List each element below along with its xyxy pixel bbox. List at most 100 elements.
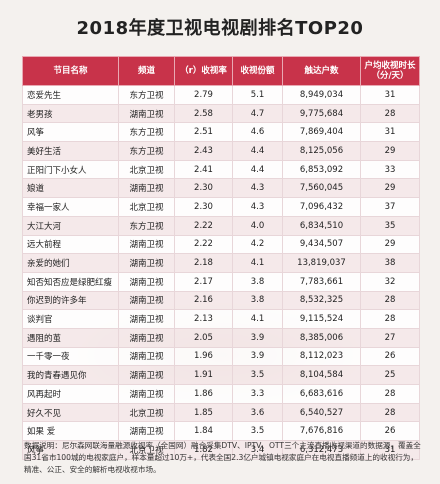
table-cell: 恋爱先生 — [22, 85, 119, 105]
table-cell: 2.58 — [174, 103, 233, 124]
table-cell: 湖南卫视 — [118, 327, 175, 348]
table-cell: 33 — [360, 159, 420, 180]
table-cell: 3.3 — [232, 384, 283, 404]
table-cell: 2.41 — [174, 159, 233, 180]
table-cell: 北京卫视 — [118, 159, 175, 180]
table-cell: 湖南卫视 — [118, 384, 175, 404]
table-cell: 8,385,006 — [282, 327, 361, 348]
header-share: 收视份额 — [232, 56, 283, 86]
table-cell: 5.1 — [232, 85, 283, 105]
table-cell: 6,834,510 — [282, 215, 361, 236]
table-header-row: 节目名称 频道 （r）收视率 收视份额 触达户数 户均收视时长（分/天） — [22, 56, 420, 86]
table-cell: 如果 爱 — [22, 421, 119, 442]
table-cell: 湖南卫视 — [118, 234, 175, 255]
table-cell: 4.1 — [232, 253, 283, 273]
table-cell: 1.96 — [174, 346, 233, 367]
table-cell: 知否知否应是绿肥红瘦 — [22, 271, 119, 292]
table-cell: 4.6 — [232, 122, 283, 143]
table-row: 正阳门下小女人 北京卫视 2.41 4.4 6,853,092 33 — [22, 159, 420, 180]
table-cell: 28 — [360, 309, 420, 329]
table-cell: 9,115,524 — [282, 309, 361, 329]
table-cell: 4.0 — [232, 215, 283, 236]
table-row: 恋爱先生 东方卫视 2.79 5.1 8,949,034 31 — [22, 85, 420, 105]
table-cell: 13,819,037 — [282, 253, 361, 273]
table-cell: 4.4 — [232, 141, 283, 161]
table-cell: 2.30 — [174, 197, 233, 217]
table-cell: 9,775,684 — [282, 103, 361, 124]
table-cell: 正阳门下小女人 — [22, 159, 119, 180]
table-cell: 2.43 — [174, 141, 233, 161]
table-cell: 3.6 — [232, 402, 283, 423]
table-cell: 东方卫视 — [118, 122, 175, 143]
table-row: 如果 爱湖南卫视 1.84 3.5 7,676,816 26 — [22, 421, 420, 442]
table-cell: 北京卫视 — [118, 402, 175, 423]
header-reach: 触达户数 — [282, 56, 361, 86]
table-cell: 大江大河 — [22, 215, 119, 236]
table-cell: 3.8 — [232, 271, 283, 292]
table-cell: 8,949,034 — [282, 85, 361, 105]
header-program-name: 节目名称 — [22, 56, 119, 86]
table-row: 老男孩 湖南卫视 2.58 4.7 9,775,684 28 — [22, 103, 420, 124]
table-row: 娘道 湖南卫视 2.30 4.3 7,560,045 29 — [22, 178, 420, 199]
table-cell: 湖南卫视 — [118, 421, 175, 442]
table-cell: 老男孩 — [22, 103, 119, 124]
table-cell: 4.2 — [232, 234, 283, 255]
table-cell: 31 — [360, 440, 420, 460]
table-cell: 湖南卫视 — [118, 178, 175, 199]
table-cell: 6,540,527 — [282, 402, 361, 423]
table-cell: 2.17 — [174, 271, 233, 292]
table-row: 美好生活 东方卫视 2.43 4.4 8,125,056 29 — [22, 141, 420, 161]
table-cell: 2.13 — [174, 309, 233, 329]
table-cell: 3.9 — [232, 346, 283, 367]
table-cell: 6,312,473 — [282, 440, 361, 460]
table-cell: 3.5 — [232, 365, 283, 385]
header-channel: 频道 — [118, 56, 175, 86]
table-row: 风筝 东方卫视 2.51 4.6 7,869,404 31 — [22, 122, 420, 143]
table-cell: 8,125,056 — [282, 141, 361, 161]
table-cell: 7,869,404 — [282, 122, 361, 143]
table-cell: 4.3 — [232, 178, 283, 199]
table-row: 风再起时 湖南卫视 1.86 3.3 6,683,616 28 — [22, 384, 420, 404]
table-cell: 26 — [360, 346, 420, 367]
table-cell: 你迟到的许多年 — [22, 290, 119, 311]
table-cell: 9,434,507 — [282, 234, 361, 255]
table-row: 好久不见 北京卫视 1.85 3.6 6,540,527 28 — [22, 402, 420, 423]
table-cell: 6,683,616 — [282, 384, 361, 404]
table-cell: 28 — [360, 384, 420, 404]
table-row: 遇阻的茧 湖南卫视 2.05 3.9 8,385,006 27 — [22, 327, 420, 348]
table-cell: 东方卫视 — [118, 215, 175, 236]
table-cell: 风再起时 — [22, 384, 119, 404]
table-cell: 6,853,092 — [282, 159, 361, 180]
table-cell: 32 — [360, 271, 420, 292]
table-cell: 2.05 — [174, 327, 233, 348]
table-cell: 3.8 — [232, 290, 283, 311]
table-cell: 好久不见 — [22, 402, 119, 423]
ranking-table: 节目名称 频道 （r）收视率 收视份额 触达户数 户均收视时长（分/天） 恋爱先… — [22, 56, 420, 460]
table-cell: 8,532,325 — [282, 290, 361, 311]
table-cell: 湖南卫视 — [118, 253, 175, 273]
table-cell: 4.1 — [232, 309, 283, 329]
table-cell: 1.84 — [174, 421, 233, 442]
table-row: 亲爱的她们 湖南卫视 2.18 4.1 13,819,037 38 — [22, 253, 420, 273]
table-cell: 北京卫视 — [118, 197, 175, 217]
table-cell: 2.22 — [174, 234, 233, 255]
table-row: 风筝 北京卫视 1.82 3.4 6,312,473 31 — [22, 440, 420, 460]
header-avg-time: 户均收视时长（分/天） — [360, 56, 420, 86]
table-cell: 1.86 — [174, 384, 233, 404]
table-row: 大江大河 东方卫视 2.22 4.0 6,834,510 35 — [22, 215, 420, 236]
table-cell: 35 — [360, 215, 420, 236]
table-cell: 8,104,584 — [282, 365, 361, 385]
table-cell: 风筝 — [22, 122, 119, 143]
table-cell: 2.18 — [174, 253, 233, 273]
table-cell: 4.4 — [232, 159, 283, 180]
table-cell: 29 — [360, 234, 420, 255]
table-cell: 28 — [360, 290, 420, 311]
table-cell: 27 — [360, 327, 420, 348]
table-cell: 7,783,661 — [282, 271, 361, 292]
table-cell: 幸福一家人 — [22, 197, 119, 217]
table-cell: 东方卫视 — [118, 85, 175, 105]
table-cell: 7,676,816 — [282, 421, 361, 442]
table-cell: 29 — [360, 178, 420, 199]
table-row: 谈判官 湖南卫视 2.13 4.1 9,115,524 28 — [22, 309, 420, 329]
table-cell: 远大前程 — [22, 234, 119, 255]
